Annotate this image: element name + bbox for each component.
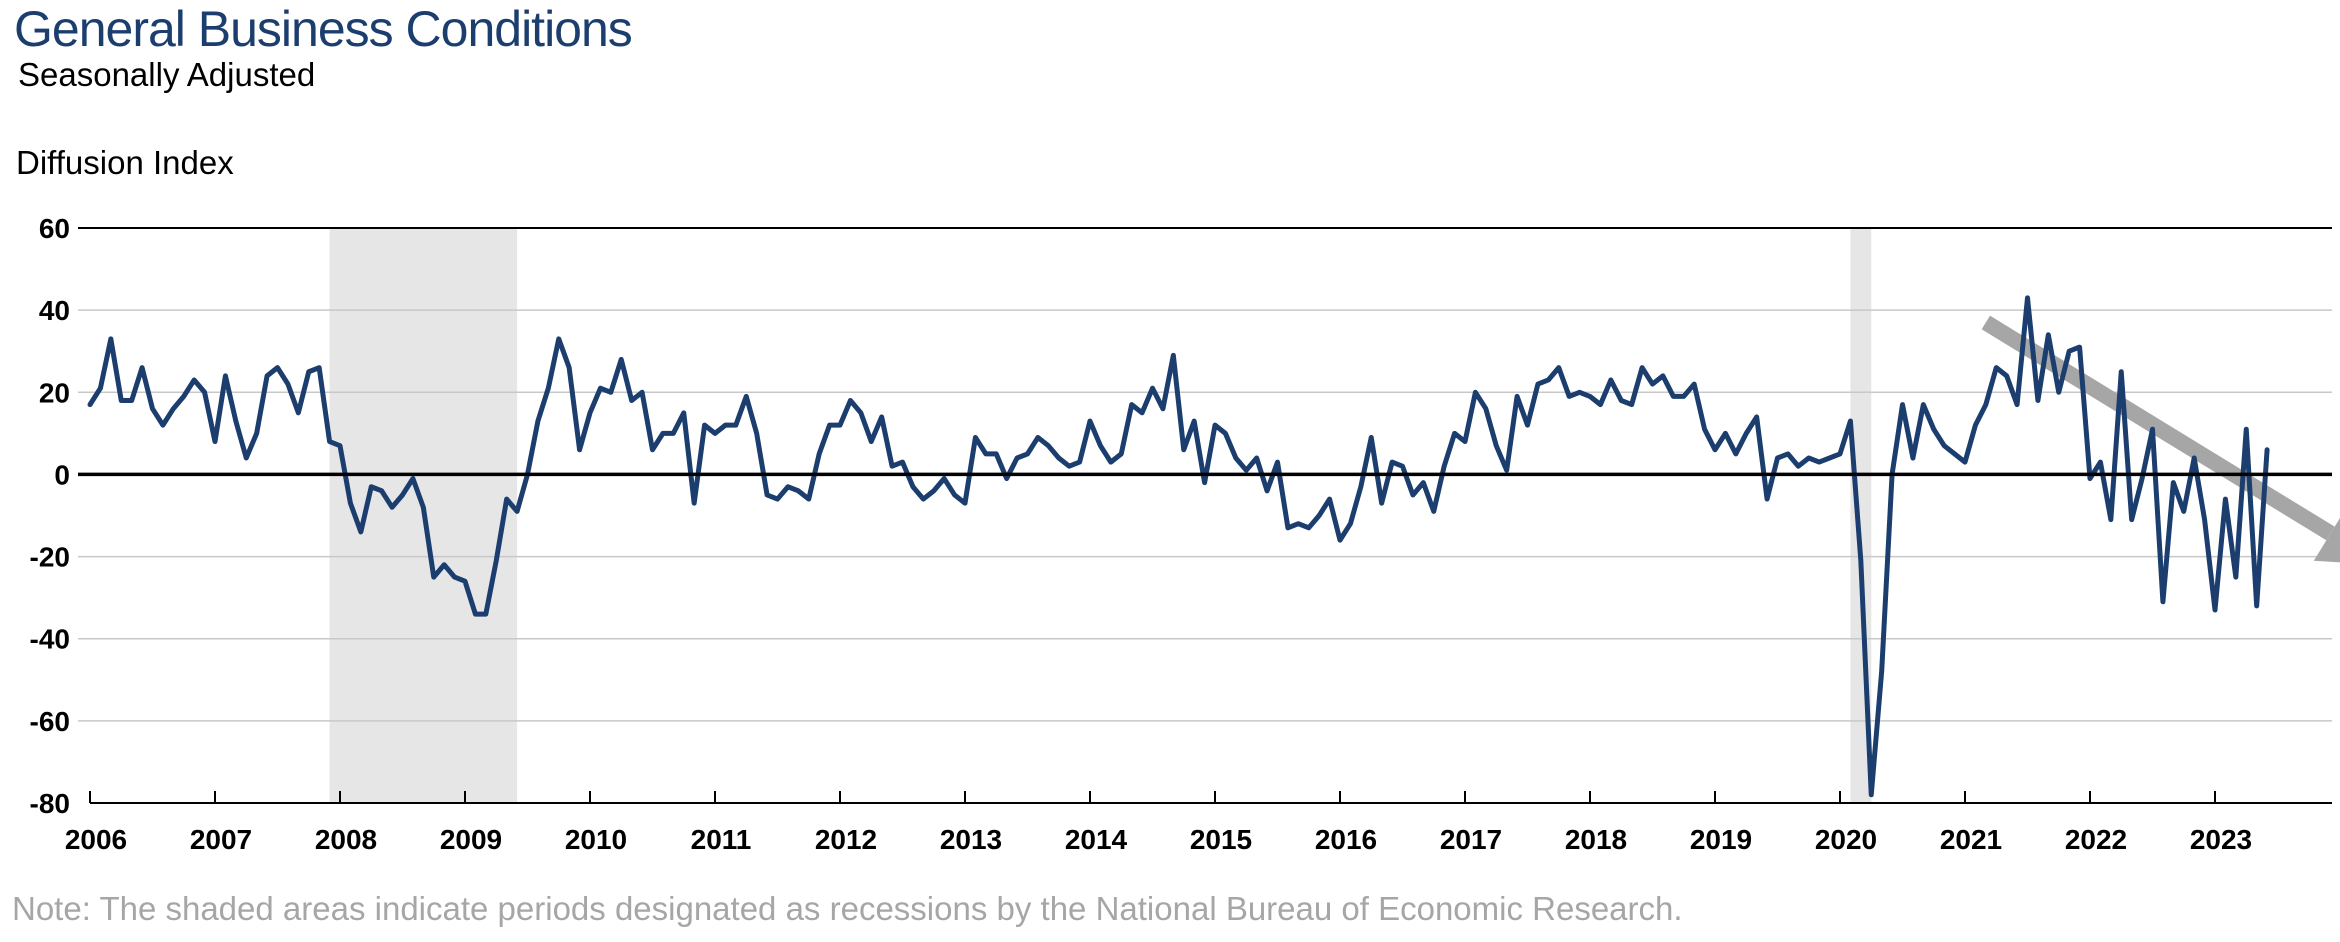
- axes: [78, 472, 2332, 804]
- x-tick-label: 2015: [1190, 824, 1252, 855]
- y-tick-label: 60: [39, 213, 70, 244]
- x-tick-label: 2014: [1065, 824, 1128, 855]
- x-tick-label: 2019: [1690, 824, 1752, 855]
- x-tick-label: 2011: [691, 824, 752, 855]
- y-tick-label: -80: [30, 788, 70, 819]
- y-tick-label: 40: [39, 295, 70, 326]
- x-tick-label: 2021: [1940, 824, 2002, 855]
- x-tick-label: 2022: [2065, 824, 2127, 855]
- chart-subtitle: Seasonally Adjusted: [18, 56, 316, 93]
- y-tick-label: -60: [30, 706, 70, 737]
- y-tick-label: 20: [39, 377, 70, 408]
- chart-title: General Business Conditions: [14, 1, 633, 57]
- recession-note: Note: The shaded areas indicate periods …: [12, 890, 1683, 927]
- gridlines: [78, 227, 2332, 722]
- y-tick-label: -40: [30, 624, 70, 655]
- x-tick-label: 2017: [1440, 824, 1502, 855]
- x-tick-label: 2007: [190, 824, 252, 855]
- x-tick-label: 2023: [2190, 824, 2252, 855]
- x-tick-label: 2018: [1565, 824, 1627, 855]
- series-line: [87, 295, 2270, 798]
- x-tick-label: 2012: [815, 824, 877, 855]
- y-tick-label: 0: [54, 459, 70, 490]
- recession-shading: [329, 228, 1872, 803]
- series-layer: [87, 295, 2270, 798]
- trend-arrow-head: [2313, 517, 2340, 563]
- x-tick-label: 2009: [440, 824, 502, 855]
- y-tick-label: -20: [30, 542, 70, 573]
- y-tick-labels: 60 40 20 0 -20 -40 -60 -80: [30, 213, 70, 819]
- x-tick-label: 2010: [565, 824, 627, 855]
- y-axis-label: Diffusion Index: [16, 144, 234, 181]
- x-tick-labels: 2006 2007 2008 2009 2010 2011 2012 2013 2014 2015…: [65, 824, 2252, 855]
- x-tick-label: 2016: [1315, 824, 1377, 855]
- trend-arrow: [1981, 315, 2340, 563]
- x-tick-label: 2006: [65, 824, 127, 855]
- x-tick-label: 2020: [1815, 824, 1877, 855]
- x-tick-label: 2013: [940, 824, 1002, 855]
- x-tick-label: 2008: [315, 824, 377, 855]
